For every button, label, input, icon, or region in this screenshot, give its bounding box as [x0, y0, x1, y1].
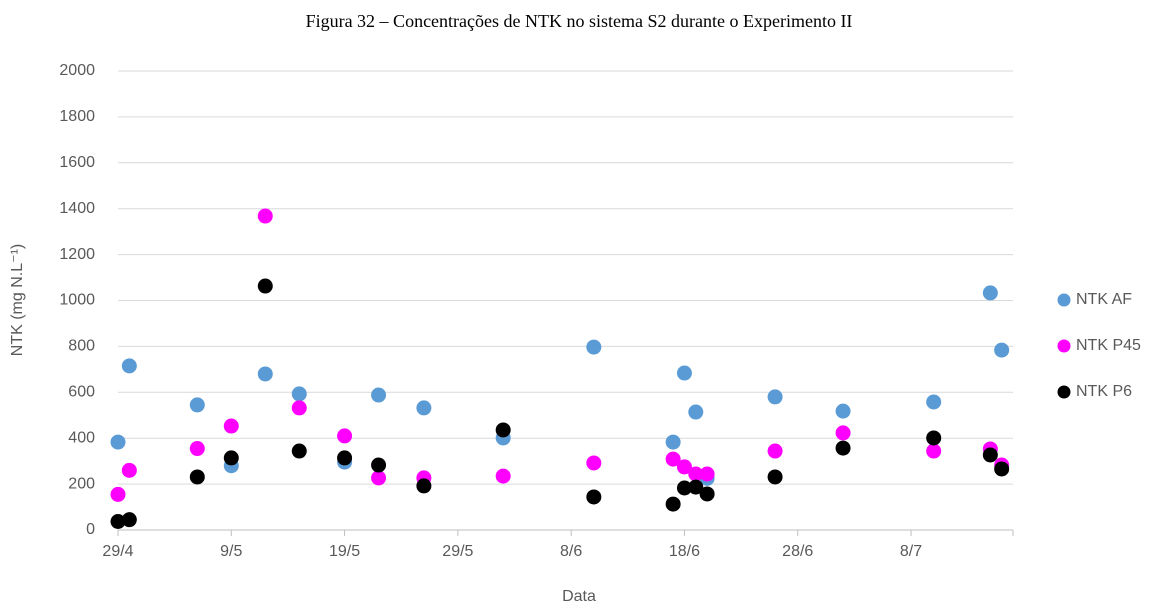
point [688, 466, 704, 482]
point [665, 451, 681, 467]
legend-marker [1057, 385, 1071, 399]
y-tick-label: 600 [68, 384, 95, 401]
point [994, 461, 1010, 477]
point [416, 400, 432, 416]
point [337, 428, 353, 444]
x-tick-label: 19/5 [329, 543, 360, 560]
point [676, 365, 692, 381]
legend-label: NTK P6 [1076, 383, 1132, 400]
x-tick-label: 29/5 [442, 543, 473, 560]
point [767, 389, 783, 405]
point [110, 514, 126, 530]
point [337, 450, 353, 466]
x-tick-label: 8/7 [900, 543, 922, 560]
point [586, 339, 602, 355]
y-tick-label: 2000 [59, 62, 95, 79]
y-tick-label: 0 [86, 521, 95, 538]
y-tick-label: 1000 [59, 292, 95, 309]
point [699, 486, 715, 502]
point [982, 285, 998, 301]
y-tick-label: 1800 [59, 108, 95, 125]
legend-label: NTK AF [1076, 291, 1132, 308]
point [699, 466, 715, 482]
point [835, 403, 851, 419]
legend-marker [1057, 293, 1071, 307]
point [676, 459, 692, 475]
point [926, 394, 942, 410]
point [767, 443, 783, 459]
x-tick-label: 9/5 [220, 543, 242, 560]
x-axis-label: Data [562, 588, 596, 605]
point [586, 489, 602, 505]
chart-title: Figura 32 – Concentrações de NTK no sist… [306, 11, 853, 31]
point [189, 469, 205, 485]
point [291, 400, 307, 416]
x-tick-label: 18/6 [669, 543, 700, 560]
point [982, 447, 998, 463]
point [257, 366, 273, 382]
y-tick-label: 200 [68, 475, 95, 492]
point [291, 386, 307, 402]
point [586, 455, 602, 471]
point [291, 443, 307, 459]
point [688, 479, 704, 495]
y-tick-label: 400 [68, 429, 95, 446]
x-tick-label: 8/6 [560, 543, 582, 560]
y-tick-label: 1200 [59, 246, 95, 263]
point [688, 404, 704, 420]
x-tick-label: 29/4 [102, 543, 133, 560]
point [767, 469, 783, 485]
legend-marker [1057, 339, 1071, 353]
point [121, 512, 137, 528]
point [371, 387, 387, 403]
point [189, 397, 205, 413]
point [223, 450, 239, 466]
y-axis-label: NTK (mg N.L⁻¹) [9, 244, 26, 356]
legend-label: NTK P45 [1076, 337, 1141, 354]
point [189, 441, 205, 457]
point [926, 443, 942, 459]
point [926, 430, 942, 446]
point [994, 342, 1010, 358]
point [495, 468, 511, 484]
point [223, 418, 239, 434]
point [110, 486, 126, 502]
point [665, 434, 681, 450]
y-tick-label: 800 [68, 338, 95, 355]
x-tick-label: 28/6 [782, 543, 813, 560]
y-tick-label: 1600 [59, 154, 95, 171]
y-tick-label: 1400 [59, 200, 95, 217]
point [110, 434, 126, 450]
point [665, 496, 681, 512]
point [495, 422, 511, 438]
point [676, 480, 692, 496]
point [371, 457, 387, 473]
point [416, 478, 432, 494]
point [371, 470, 387, 486]
point [835, 425, 851, 441]
point [835, 440, 851, 456]
point [121, 358, 137, 374]
point [121, 462, 137, 478]
point [257, 208, 273, 224]
point [257, 278, 273, 294]
